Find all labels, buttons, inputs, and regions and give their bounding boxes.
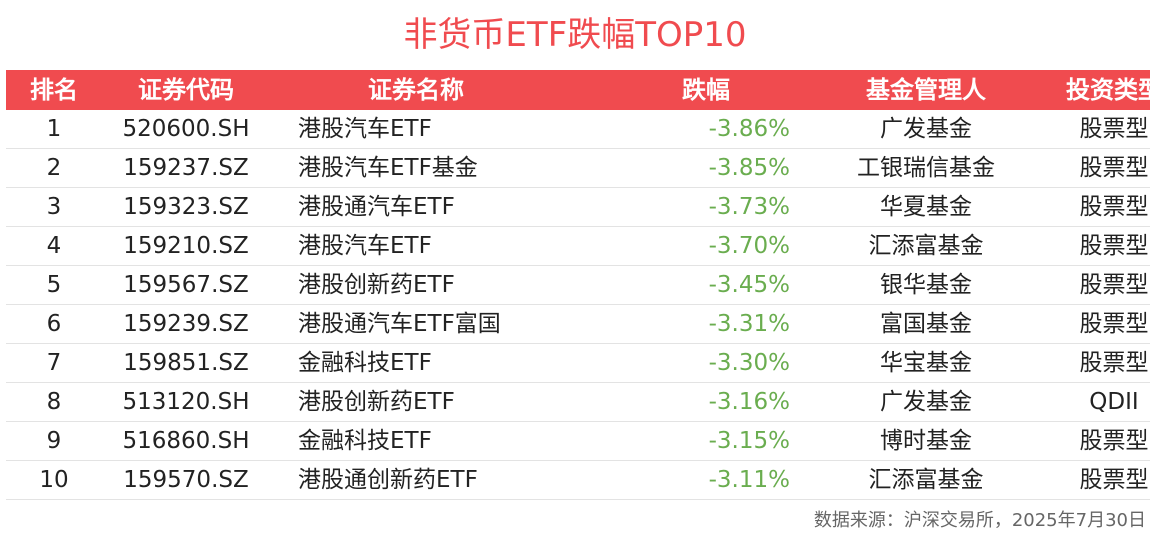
table-header: 排名 证券代码 证券名称 跌幅 基金管理人 投资类型 [6,70,1150,110]
name-cell: 港股汽车ETF [270,226,562,266]
change-cell: -3.11% [562,460,810,500]
code-cell: 159210.SZ [102,226,270,266]
change-cell: -3.70% [562,226,810,266]
column-header-rank: 排名 [6,70,102,110]
manager-cell: 华夏基金 [810,187,1042,227]
page-title: 非货币ETF跌幅TOP10 [403,15,747,55]
code-cell: 520600.SH [102,110,270,149]
rank-cell: 9 [6,421,102,461]
manager-cell: 工银瑞信基金 [810,148,1042,188]
manager-cell: 博时基金 [810,421,1042,461]
manager-cell: 华宝基金 [810,343,1042,383]
rank-cell: 3 [6,187,102,227]
type-cell: 股票型 [1042,343,1150,383]
table-row: 3 159323.SZ 港股通汽车ETF -3.73% 华夏基金 股票型 [6,187,1150,227]
column-header-name: 证券名称 [270,70,562,110]
manager-cell: 汇添富基金 [810,460,1042,500]
name-cell: 港股汽车ETF基金 [270,148,562,188]
code-cell: 159570.SZ [102,460,270,500]
rank-cell: 1 [6,110,102,149]
manager-cell: 富国基金 [810,304,1042,344]
code-cell: 516860.SH [102,421,270,461]
type-cell: 股票型 [1042,304,1150,344]
change-cell: -3.73% [562,187,810,227]
type-cell: 股票型 [1042,265,1150,305]
table-row: 1 520600.SH 港股汽车ETF -3.86% 广发基金 股票型 [6,110,1150,149]
rank-cell: 5 [6,265,102,305]
table-row: 5 159567.SZ 港股创新药ETF -3.45% 银华基金 股票型 [6,265,1150,305]
change-cell: -3.31% [562,304,810,344]
type-cell: QDII [1042,382,1150,422]
table-row: 10 159570.SZ 港股通创新药ETF -3.11% 汇添富基金 股票型 [6,460,1150,500]
table-row: 9 516860.SH 金融科技ETF -3.15% 博时基金 股票型 [6,421,1150,461]
header-row: 排名 证券代码 证券名称 跌幅 基金管理人 投资类型 [6,70,1150,110]
manager-cell: 广发基金 [810,382,1042,422]
type-cell: 股票型 [1042,110,1150,149]
manager-cell: 汇添富基金 [810,226,1042,266]
change-cell: -3.30% [562,343,810,383]
change-cell: -3.16% [562,382,810,422]
rank-cell: 4 [6,226,102,266]
name-cell: 港股通汽车ETF富国 [270,304,562,344]
change-cell: -3.85% [562,148,810,188]
name-cell: 金融科技ETF [270,421,562,461]
name-cell: 港股通汽车ETF [270,187,562,227]
table-row: 6 159239.SZ 港股通汽车ETF富国 -3.31% 富国基金 股票型 [6,304,1150,344]
rank-cell: 2 [6,148,102,188]
code-cell: 513120.SH [102,382,270,422]
name-cell: 港股汽车ETF [270,110,562,149]
change-cell: -3.86% [562,110,810,149]
column-header-manager: 基金管理人 [810,70,1042,110]
code-cell: 159567.SZ [102,265,270,305]
code-cell: 159323.SZ [102,187,270,227]
change-cell: -3.15% [562,421,810,461]
column-header-code: 证券代码 [102,70,270,110]
table-row: 4 159210.SZ 港股汽车ETF -3.70% 汇添富基金 股票型 [6,226,1150,266]
column-header-type: 投资类型 [1042,70,1150,110]
code-cell: 159239.SZ [102,304,270,344]
code-cell: 159851.SZ [102,343,270,383]
table-row: 7 159851.SZ 金融科技ETF -3.30% 华宝基金 股票型 [6,343,1150,383]
etf-decline-table: 排名 证券代码 证券名称 跌幅 基金管理人 投资类型 1 520600.SH 港… [6,70,1150,500]
type-cell: 股票型 [1042,148,1150,188]
code-cell: 159237.SZ [102,148,270,188]
column-header-change: 跌幅 [562,70,810,110]
name-cell: 金融科技ETF [270,343,562,383]
type-cell: 股票型 [1042,460,1150,500]
rank-cell: 6 [6,304,102,344]
rank-cell: 10 [6,460,102,500]
manager-cell: 广发基金 [810,110,1042,149]
change-cell: -3.45% [562,265,810,305]
table-body: 1 520600.SH 港股汽车ETF -3.86% 广发基金 股票型 2 15… [6,110,1150,500]
rank-cell: 8 [6,382,102,422]
name-cell: 港股创新药ETF [270,265,562,305]
data-source-note: 数据来源：沪深交易所，2025年7月30日 [813,510,1146,531]
type-cell: 股票型 [1042,421,1150,461]
type-cell: 股票型 [1042,226,1150,266]
name-cell: 港股通创新药ETF [270,460,562,500]
manager-cell: 银华基金 [810,265,1042,305]
name-cell: 港股创新药ETF [270,382,562,422]
rank-cell: 7 [6,343,102,383]
table-row: 2 159237.SZ 港股汽车ETF基金 -3.85% 工银瑞信基金 股票型 [6,148,1150,188]
table-row: 8 513120.SH 港股创新药ETF -3.16% 广发基金 QDII [6,382,1150,422]
type-cell: 股票型 [1042,187,1150,227]
